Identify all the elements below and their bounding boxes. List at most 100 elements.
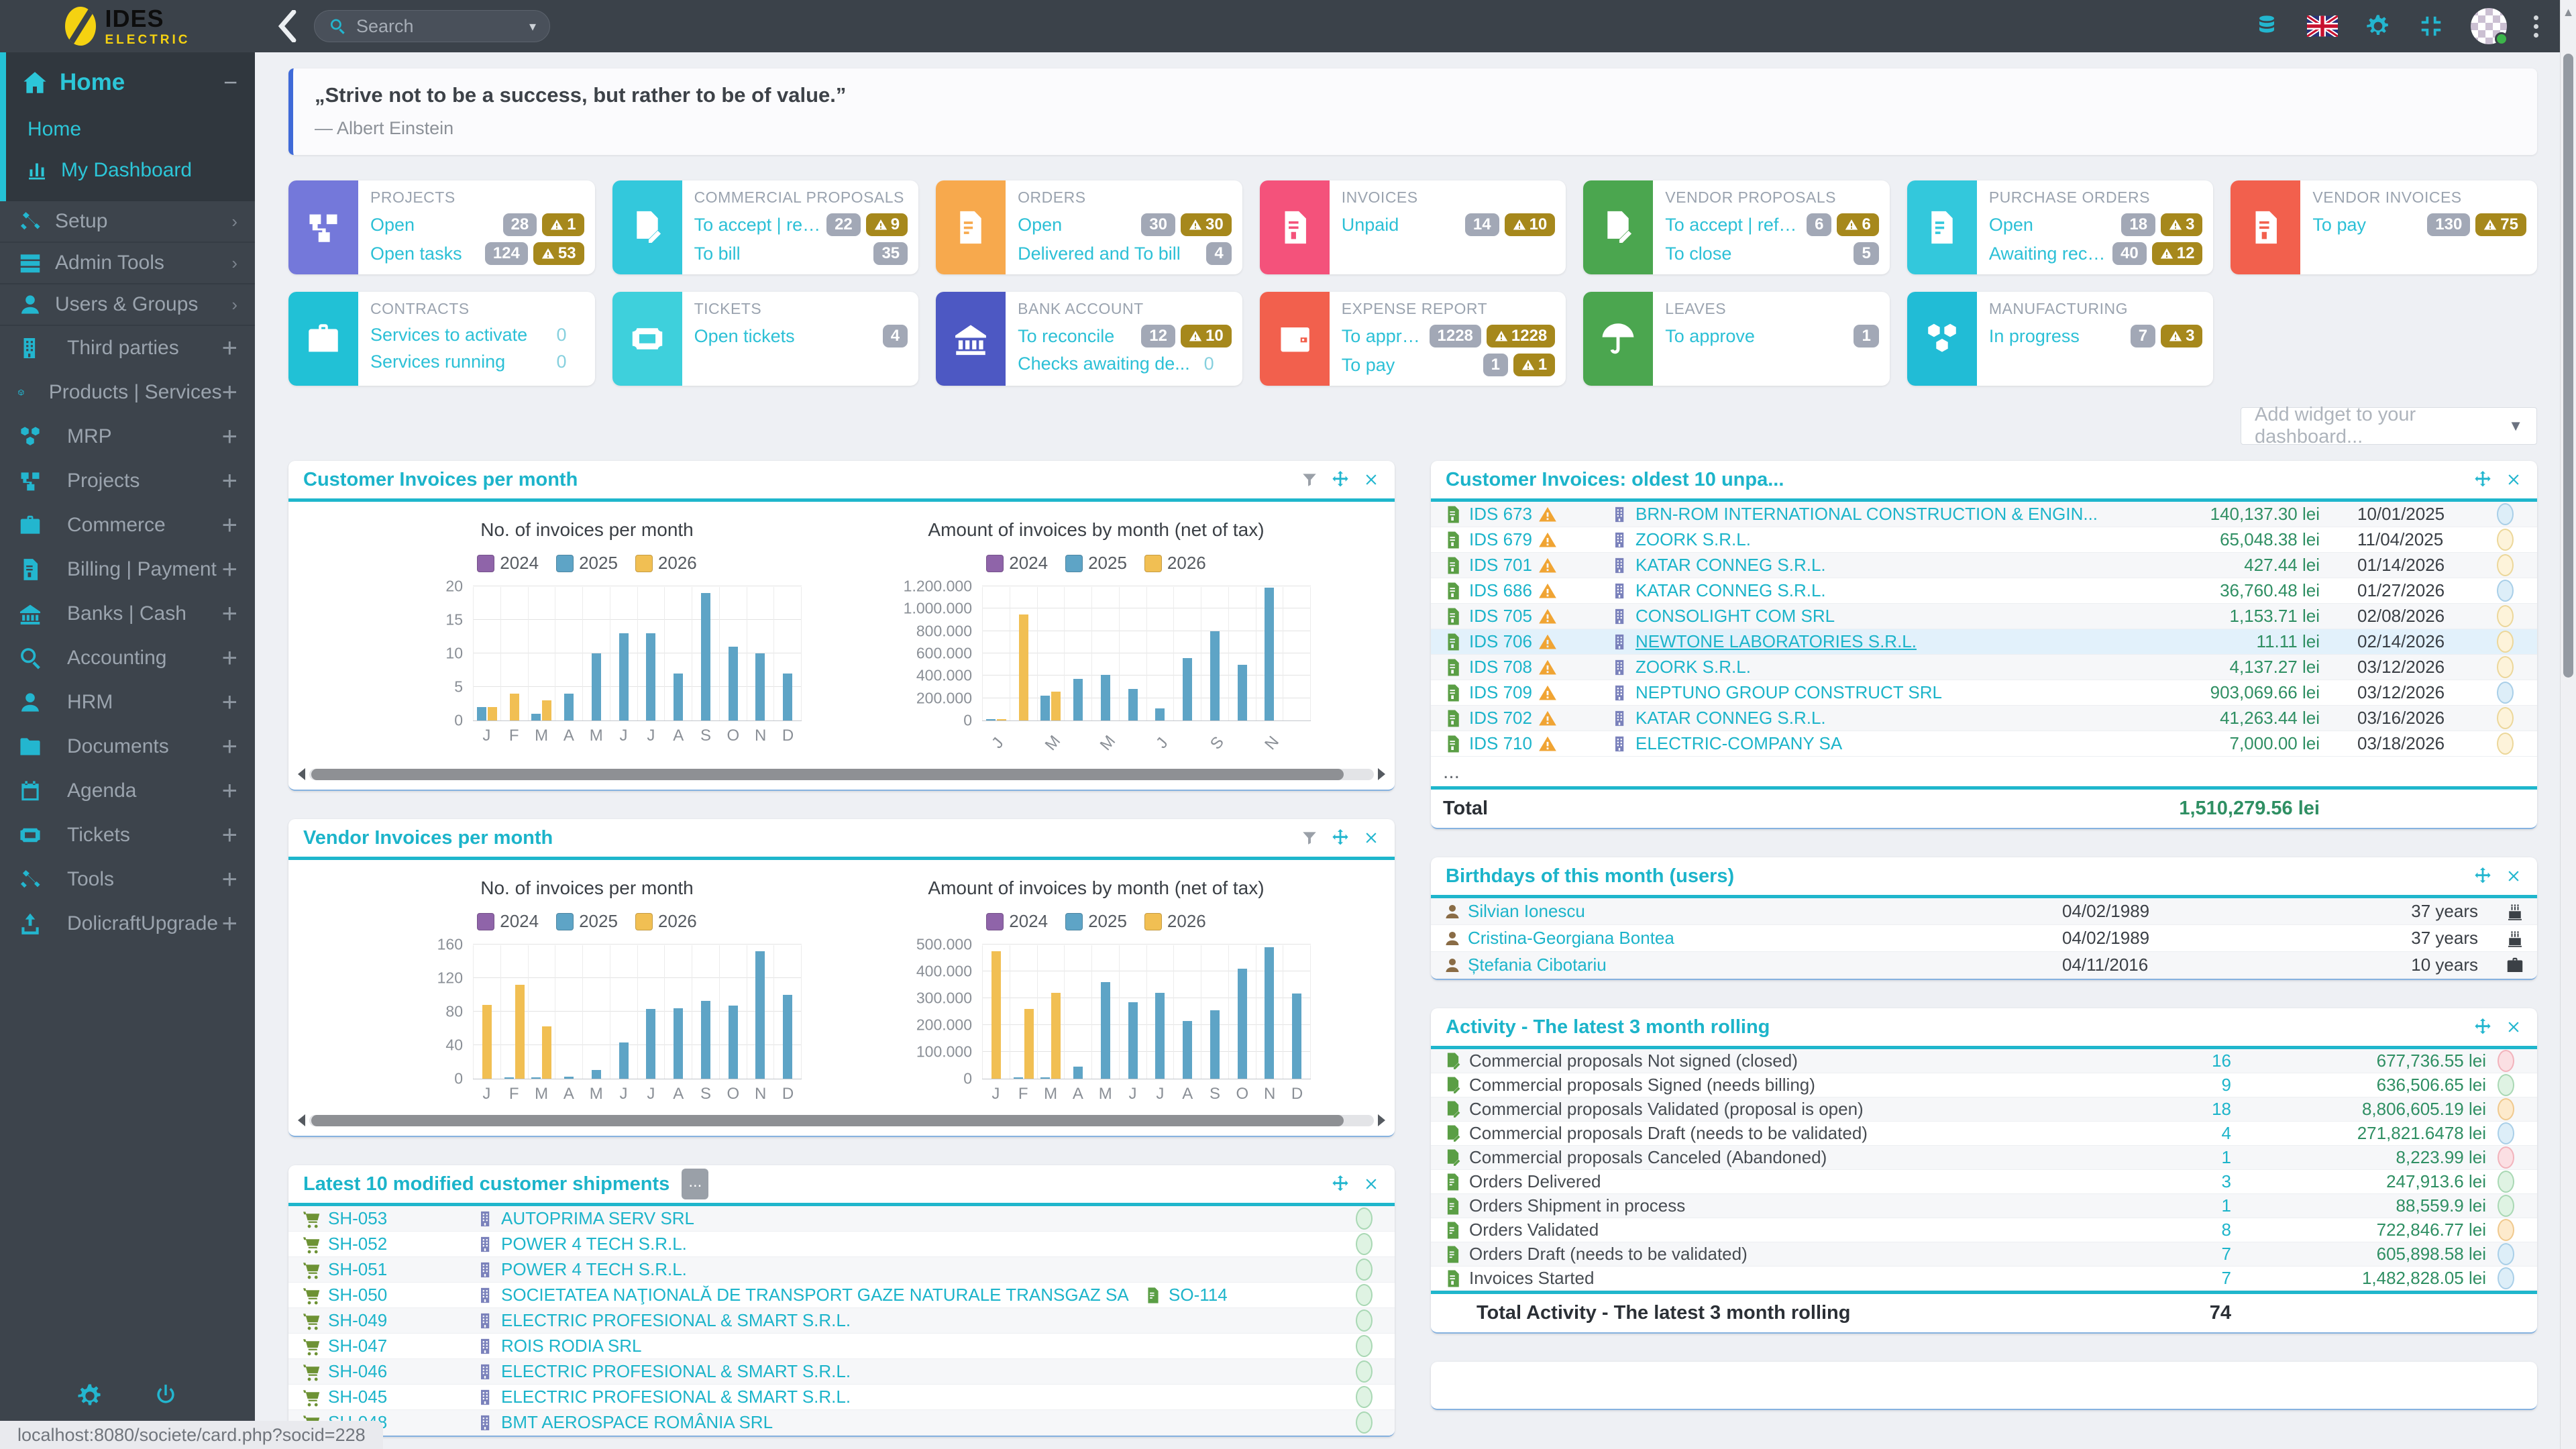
user-link[interactable]: Cristina-Georgiana Bontea [1468,928,1674,948]
warning-badge[interactable]: 3 [2161,325,2203,347]
plus-icon[interactable]: + [221,687,237,717]
company-link[interactable]: KATAR CONNEG S.R.L. [1635,555,1826,575]
company-link[interactable]: ELECTRIC-COMPANY SA [1635,733,1843,753]
company-link[interactable]: ZOORK S.R.L. [1635,657,1751,677]
search-input[interactable]: Search ▾ [314,10,550,42]
database-icon[interactable] [2253,13,2280,40]
kpi-stat-label[interactable]: To approve [1665,325,1755,346]
chevron-right-icon[interactable]: › [231,252,237,273]
kpi-stat-label[interactable]: Unpaid [1341,214,1399,235]
sidebar-item-tools[interactable]: Tools + [0,857,255,902]
plus-icon[interactable]: + [221,820,237,850]
company-link[interactable]: POWER 4 TECH S.R.L. [501,1259,687,1279]
kpi-icon-panel[interactable] [1259,292,1330,386]
sidebar-item-third-parties[interactable]: Third parties + [0,326,255,370]
warning-badge[interactable]: 53 [533,242,584,265]
scroll-up-arrow-icon[interactable]: ▲ [2562,5,2575,19]
close-widget-icon[interactable] [1362,471,1380,488]
add-widget-select[interactable]: Add widget to your dashboard... ▼ [2241,404,2537,447]
kpi-icon-panel[interactable] [288,180,358,274]
shipment-ref-link[interactable]: SH-050 [328,1285,388,1305]
kpi-icon-panel[interactable] [1907,292,1977,386]
plus-icon[interactable]: + [221,554,237,584]
kpi-icon-panel[interactable] [612,180,682,274]
kpi-stat-label[interactable]: To accept | refuse [694,214,822,235]
page-scrollbar[interactable]: ▲ [2560,0,2576,1449]
count-badge[interactable]: 30 [1141,213,1175,236]
count-badge[interactable]: 35 [873,242,908,265]
kpi-stat-label[interactable]: Services to activate [370,325,528,345]
sidebar-item-admin-tools[interactable]: Admin Tools › [0,243,255,284]
sidebar-item-accounting[interactable]: Accounting + [0,636,255,680]
kpi-stat-label[interactable]: To pay [2312,214,2366,235]
sidebar-item-hrm[interactable]: HRM + [0,680,255,724]
sidebar-item-commerce[interactable]: Commerce + [0,503,255,547]
kpi-stat-label[interactable]: Open tasks [370,243,462,264]
kpi-stat-label[interactable]: To bill [694,243,741,264]
close-widget-icon[interactable] [1362,1175,1380,1193]
activity-count[interactable]: 3 [2221,1171,2231,1191]
shipment-ref-link[interactable]: SH-045 [328,1387,388,1407]
plus-icon[interactable]: + [221,598,237,629]
count-badge[interactable]: 124 [484,242,528,265]
shipment-ref-link[interactable]: SH-052 [328,1234,388,1254]
activity-count[interactable]: 1 [2221,1147,2231,1167]
user-link[interactable]: Silvian Ionescu [1468,901,1585,921]
page-scrollbar-thumb[interactable] [2563,54,2573,678]
sidebar-item-banks-cash[interactable]: Banks | Cash + [0,592,255,636]
plus-icon[interactable]: + [221,510,237,540]
search-caret-icon[interactable]: ▾ [529,19,536,34]
sidebar-item-documents[interactable]: Documents + [0,724,255,769]
plus-icon[interactable]: + [221,643,237,673]
count-badge[interactable]: 7 [2130,325,2156,347]
company-link[interactable]: ROIS RODIA SRL [501,1336,642,1356]
gear-icon[interactable] [76,1382,104,1410]
count-badge[interactable]: 12 [1141,325,1175,347]
shipment-ref-link[interactable]: SH-047 [328,1336,388,1356]
kpi-stat-label[interactable]: To reconcile [1018,325,1115,346]
plus-icon[interactable]: + [221,864,237,894]
activity-count[interactable]: 7 [2221,1244,2231,1264]
kpi-stat-label[interactable]: Awaiting reception [1988,243,2108,264]
warning-badge[interactable]: 3 [2161,213,2203,236]
kpi-stat-label[interactable]: Delivered and To bill [1018,243,1181,264]
back-button[interactable] [271,10,303,42]
warning-badge[interactable]: 1 [1513,354,1556,376]
collapse-minus-icon[interactable]: − [223,68,237,96]
sidebar-item-projects[interactable]: Projects + [0,459,255,503]
count-badge[interactable]: 4 [1206,242,1232,265]
warning-badge[interactable]: 75 [2475,213,2526,236]
plus-icon[interactable]: + [221,775,237,806]
activity-count[interactable]: 18 [2212,1099,2231,1119]
sidebar-item-users-groups[interactable]: Users & Groups › [0,284,255,326]
move-widget-icon[interactable] [1330,828,1350,848]
filter-icon[interactable] [1301,471,1318,488]
horizontal-scrollbar[interactable] [298,768,1385,780]
company-link[interactable]: KATAR CONNEG S.R.L. [1635,580,1826,600]
company-link[interactable]: POWER 4 TECH S.R.L. [501,1234,687,1254]
chevron-right-icon[interactable]: › [231,294,237,315]
avatar[interactable] [2471,8,2508,46]
kpi-stat-label[interactable]: Services running [370,352,506,372]
sidebar-item-my-dashboard[interactable]: My Dashboard [6,150,255,188]
order-ref-link[interactable]: SO-114 [1169,1285,1228,1305]
count-badge[interactable]: 130 [2427,213,2471,236]
count-badge[interactable]: 40 [2112,242,2147,265]
kpi-icon-panel[interactable] [1907,180,1977,274]
invoice-ref-link[interactable]: IDS 706 [1469,631,1532,651]
warning-badge[interactable]: 1 [542,213,584,236]
sidebar-item-products-services[interactable]: Products | Services + [0,370,255,415]
invoice-ref-link[interactable]: IDS 705 [1469,606,1532,626]
close-widget-icon[interactable] [2505,471,2522,488]
company-link[interactable]: ZOORK S.R.L. [1635,529,1751,549]
move-widget-icon[interactable] [1330,1174,1350,1194]
activity-count[interactable]: 4 [2221,1123,2231,1143]
company-link[interactable]: NEWTONE LABORATORIES S.R.L. [1635,631,1917,651]
kpi-stat-label[interactable]: Open [1018,214,1063,235]
count-badge[interactable]: 4 [882,325,908,347]
move-widget-icon[interactable] [2473,470,2493,490]
activity-count[interactable]: 7 [2221,1268,2231,1288]
activity-count[interactable]: 8 [2221,1220,2231,1240]
activity-count[interactable]: 1 [2221,1195,2231,1216]
sidebar-item-agenda[interactable]: Agenda + [0,769,255,813]
